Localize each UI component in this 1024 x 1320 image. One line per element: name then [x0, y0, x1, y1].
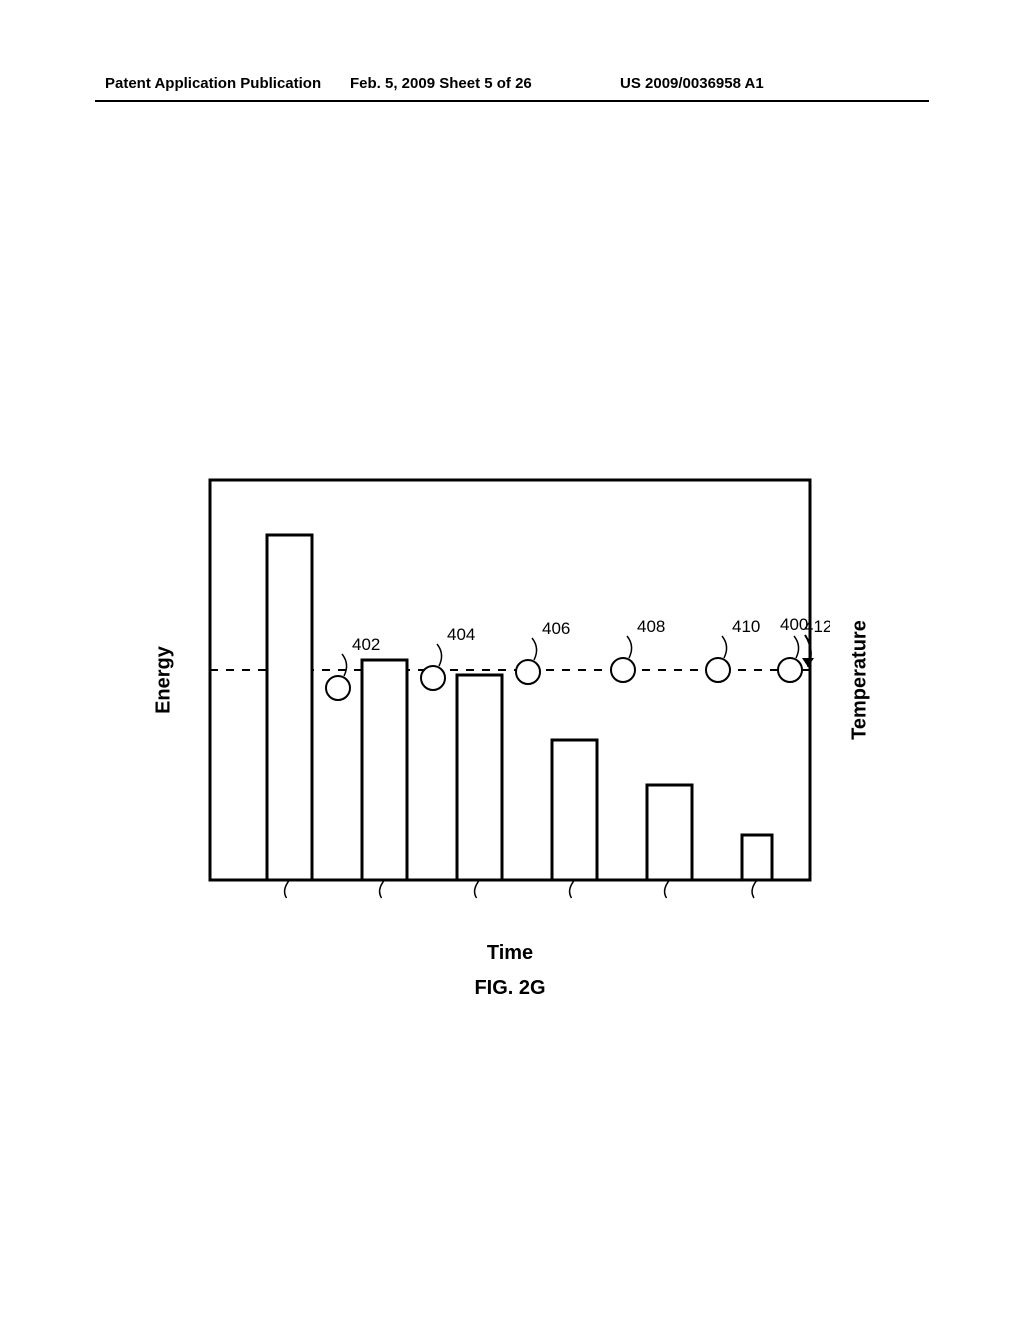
- header-publication: Patent Application Publication: [105, 75, 321, 92]
- svg-text:404: 404: [447, 625, 475, 644]
- y-axis-label-left: Energy: [152, 646, 175, 714]
- figure-caption: FIG. 2G: [474, 977, 545, 1000]
- svg-text:408: 408: [637, 617, 665, 636]
- y-axis-label-right: Temperature: [849, 620, 872, 740]
- energy-time-chart: Energy Temperature Time FIG. 2G 40030230…: [190, 460, 830, 900]
- svg-text:412: 412: [804, 617, 830, 636]
- svg-text:410: 410: [732, 617, 760, 636]
- header-patent-number: US 2009/0036958 A1: [620, 75, 764, 92]
- chart-svg: 400302304306308310312402404406408410412: [190, 460, 830, 900]
- header-divider: [95, 100, 929, 102]
- header-date-sheet: Feb. 5, 2009 Sheet 5 of 26: [350, 75, 532, 92]
- svg-text:406: 406: [542, 619, 570, 638]
- svg-text:402: 402: [352, 635, 380, 654]
- x-axis-label: Time: [487, 942, 533, 965]
